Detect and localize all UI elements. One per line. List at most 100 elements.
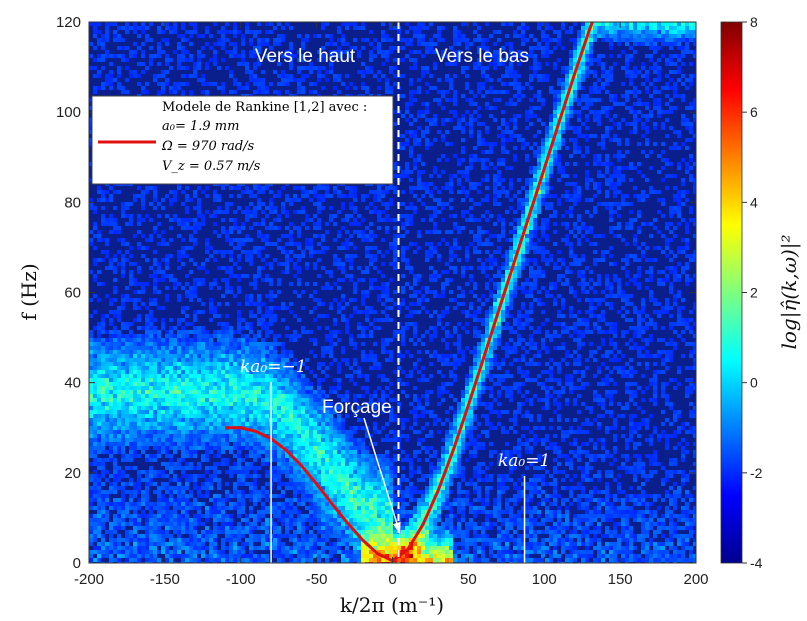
heatmap-cell: [373, 46, 377, 50]
heatmap-cell: [577, 114, 581, 118]
heatmap-cell: [637, 330, 641, 334]
heatmap-cell: [297, 246, 301, 250]
heatmap-cell: [309, 70, 313, 74]
heatmap-cell: [581, 134, 585, 138]
heatmap-cell: [545, 218, 549, 222]
heatmap-cell: [617, 54, 621, 58]
heatmap-cell: [229, 226, 233, 230]
heatmap-cell: [677, 306, 681, 310]
heatmap-cell: [597, 330, 601, 334]
heatmap-cell: [573, 82, 577, 86]
heatmap-cell: [197, 202, 201, 206]
heatmap-cell: [305, 282, 309, 286]
heatmap-cell: [245, 322, 249, 326]
heatmap-cell: [497, 314, 501, 318]
heatmap-cell: [469, 98, 473, 102]
heatmap-cell: [569, 230, 573, 234]
heatmap-cell: [161, 230, 165, 234]
heatmap-cell: [425, 250, 429, 254]
heatmap-cell: [361, 218, 365, 222]
heatmap-cell: [441, 290, 445, 294]
heatmap-cell: [537, 190, 541, 194]
heatmap-cell: [417, 182, 421, 186]
heatmap-cell: [617, 26, 621, 30]
heatmap-cell: [577, 50, 581, 54]
heatmap-cell: [405, 118, 409, 122]
heatmap-cell: [177, 282, 181, 286]
heatmap-cell: [121, 294, 125, 298]
heatmap-cell: [509, 166, 513, 170]
heatmap-cell: [189, 238, 193, 242]
heatmap-cell: [565, 210, 569, 214]
heatmap-cell: [469, 130, 473, 134]
heatmap-cell: [585, 150, 589, 154]
heatmap-cell: [193, 310, 197, 314]
heatmap-cell: [577, 30, 581, 34]
heatmap-cell: [681, 142, 685, 146]
heatmap-cell: [505, 34, 509, 38]
heatmap-cell: [285, 194, 289, 198]
heatmap-cell: [405, 38, 409, 42]
heatmap-cell: [573, 290, 577, 294]
heatmap-cell: [285, 326, 289, 330]
heatmap-cell: [321, 238, 325, 242]
heatmap-cell: [569, 290, 573, 294]
heatmap-cell: [469, 290, 473, 294]
heatmap-cell: [629, 226, 633, 230]
heatmap-cell: [349, 266, 353, 270]
heatmap-cell: [385, 306, 389, 310]
heatmap-cell: [393, 266, 397, 270]
heatmap-cell: [125, 286, 129, 290]
heatmap-cell: [361, 330, 365, 334]
heatmap-cell: [449, 142, 453, 146]
heatmap-cell: [617, 22, 621, 26]
heatmap-cell: [493, 186, 497, 190]
heatmap-cell: [189, 54, 193, 58]
heatmap-cell: [281, 74, 285, 78]
heatmap-cell: [217, 198, 221, 202]
heatmap-cell: [573, 194, 577, 198]
heatmap-cell: [621, 306, 625, 310]
heatmap-cell: [189, 258, 193, 262]
heatmap-cell: [453, 38, 457, 42]
heatmap-cell: [661, 250, 665, 254]
heatmap-cell: [541, 46, 545, 50]
heatmap-cell: [265, 306, 269, 310]
heatmap-cell: [365, 70, 369, 74]
heatmap-cell: [453, 174, 457, 178]
heatmap-cell: [653, 246, 657, 250]
heatmap-cell: [385, 38, 389, 42]
heatmap-cell: [513, 294, 517, 298]
heatmap-cell: [193, 26, 197, 30]
heatmap-cell: [441, 326, 445, 330]
heatmap-cell: [121, 202, 125, 206]
heatmap-cell: [641, 298, 645, 302]
heatmap-cell: [341, 82, 345, 86]
heatmap-cell: [669, 86, 673, 90]
heatmap-cell: [553, 102, 557, 106]
heatmap-cell: [605, 154, 609, 158]
heatmap-cell: [405, 42, 409, 46]
heatmap-cell: [549, 170, 553, 174]
heatmap-cell: [501, 90, 505, 94]
heatmap-cell: [573, 326, 577, 330]
heatmap-cell: [649, 294, 653, 298]
heatmap-cell: [573, 142, 577, 146]
heatmap-cell: [161, 38, 165, 42]
heatmap-cell: [553, 110, 557, 114]
heatmap-cell: [257, 86, 261, 90]
heatmap-cell: [109, 62, 113, 66]
heatmap-cell: [541, 74, 545, 78]
heatmap-cell: [685, 50, 689, 54]
heatmap-cell: [413, 310, 417, 314]
heatmap-cell: [533, 202, 537, 206]
heatmap-cell: [517, 86, 521, 90]
heatmap-cell: [473, 182, 477, 186]
heatmap-cell: [425, 26, 429, 30]
heatmap-cell: [497, 270, 501, 274]
heatmap-cell: [625, 98, 629, 102]
heatmap-cell: [477, 122, 481, 126]
heatmap-cell: [577, 186, 581, 190]
heatmap-cell: [525, 262, 529, 266]
heatmap-cell: [513, 250, 517, 254]
